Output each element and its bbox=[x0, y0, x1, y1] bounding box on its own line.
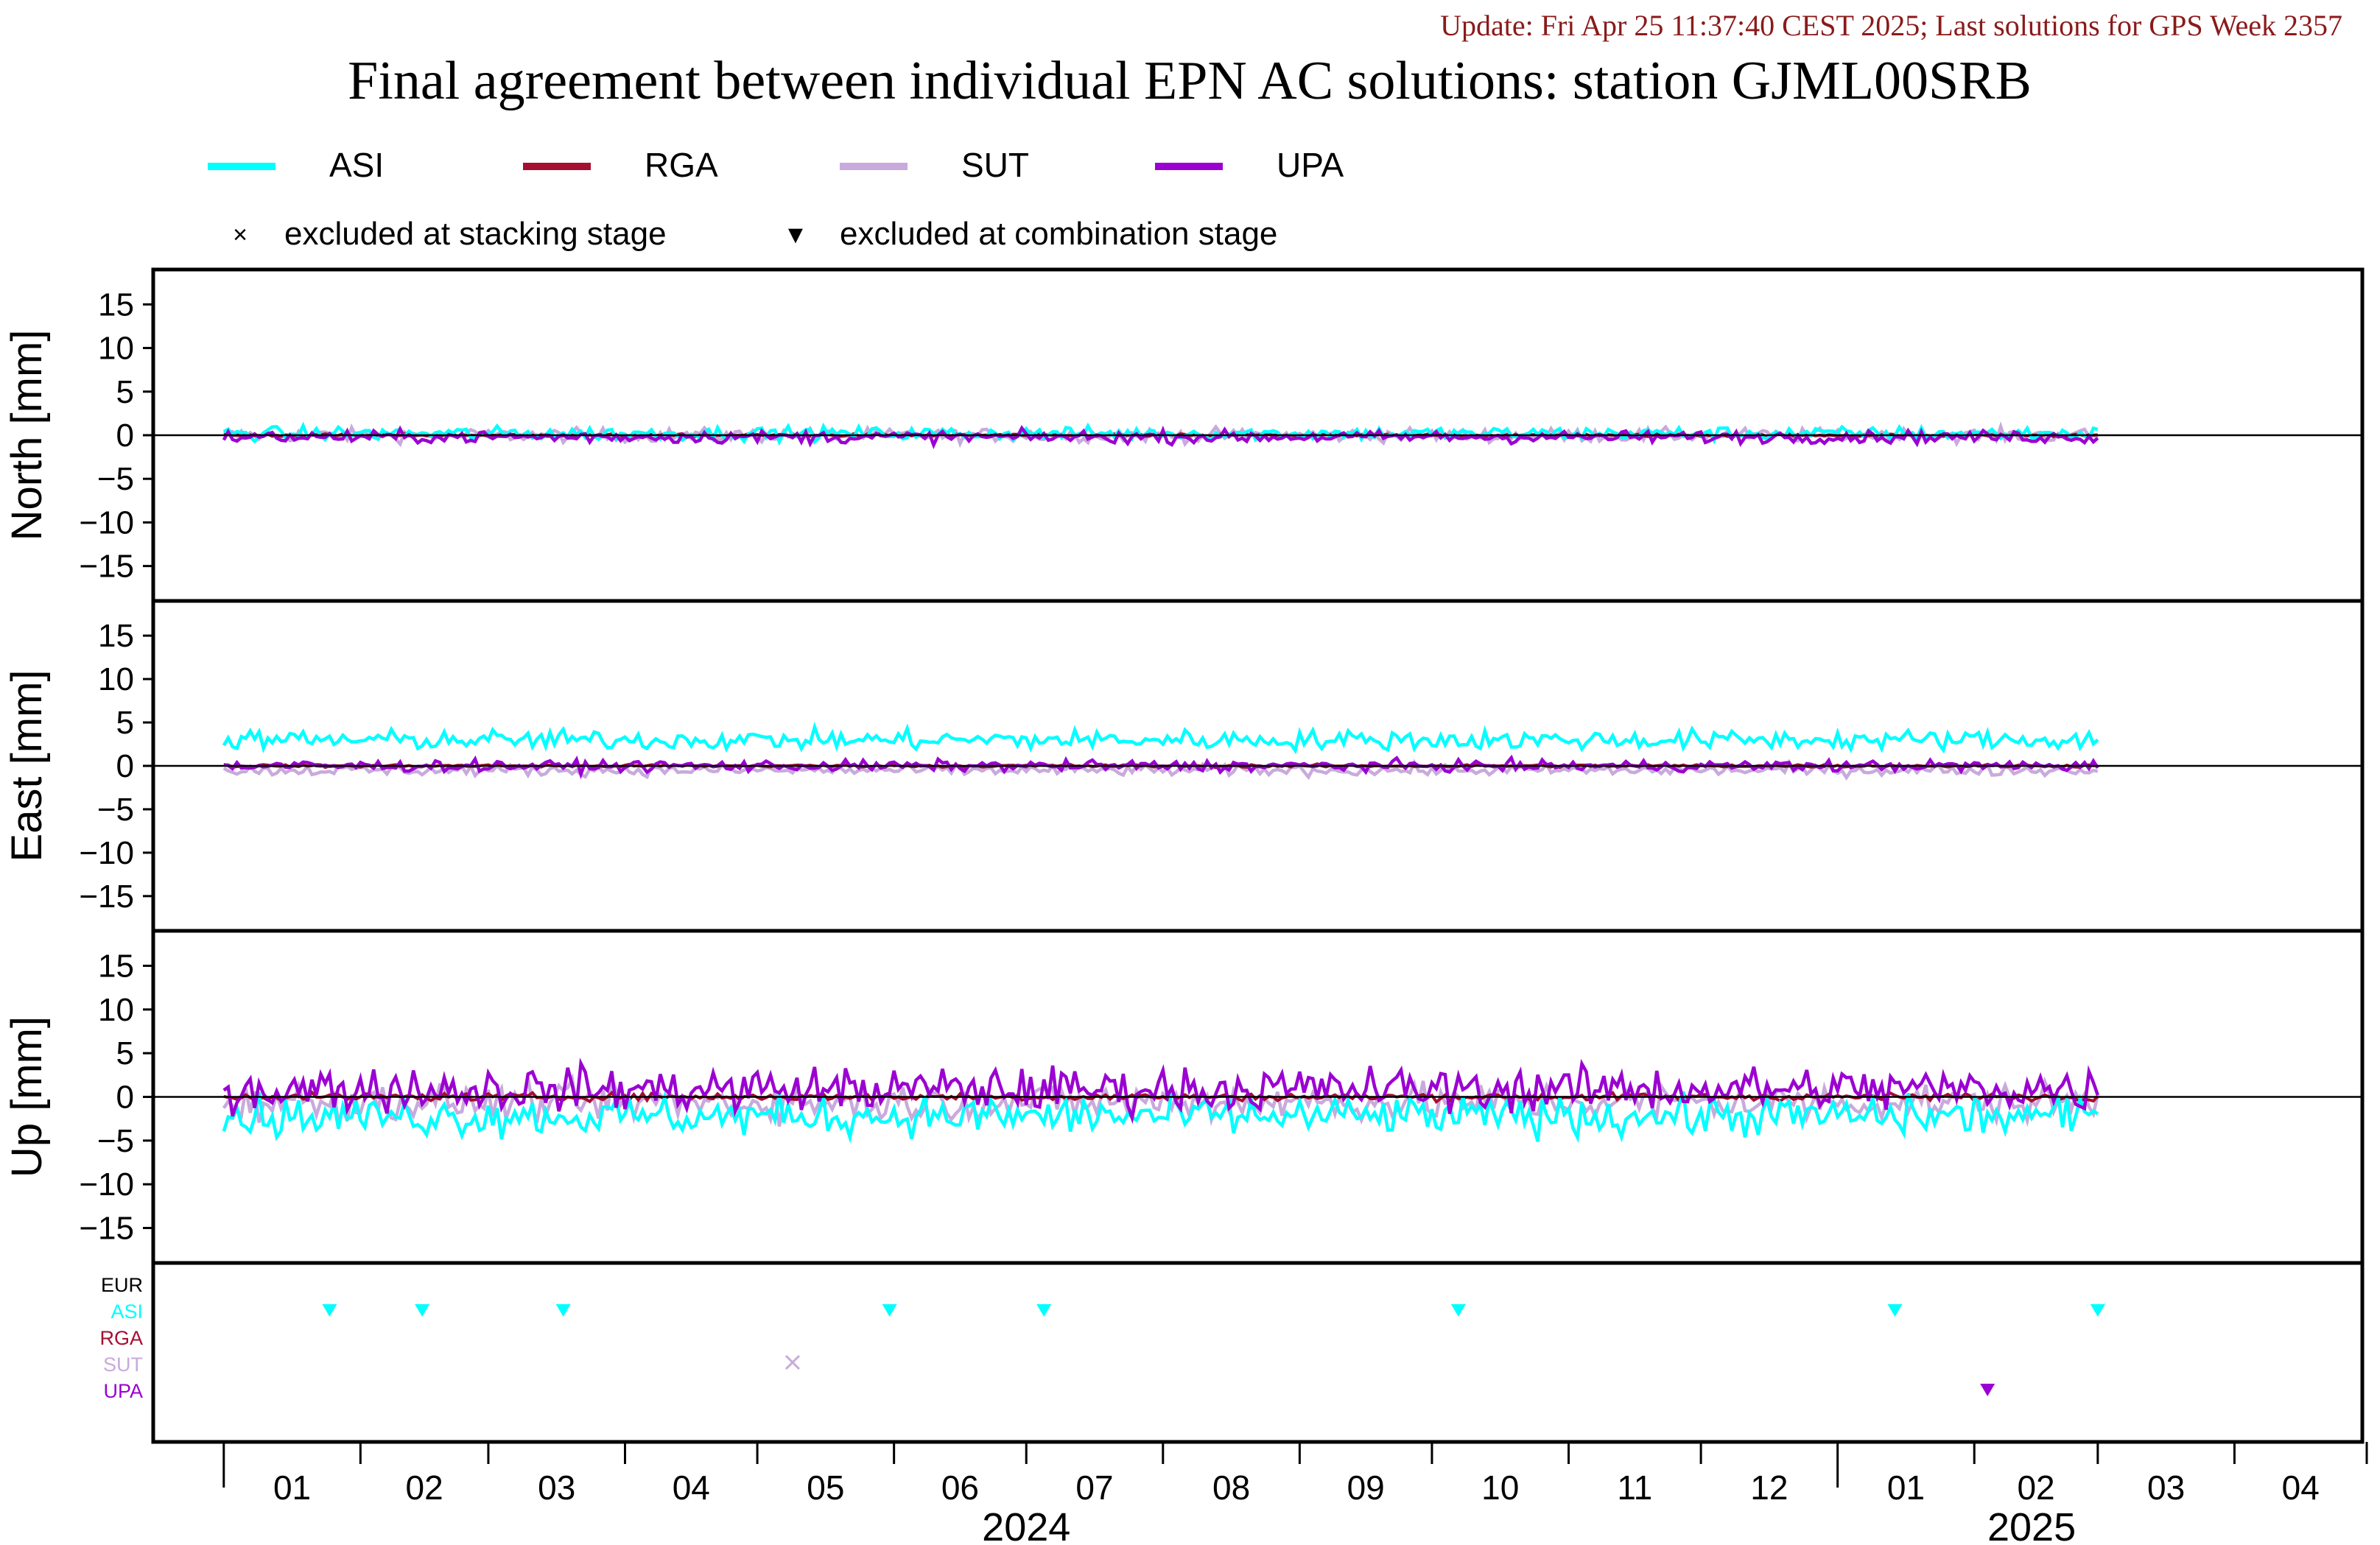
y-tick-label: −10 bbox=[79, 504, 134, 541]
panel-north: 15 10 5 0 −5 −10 −15 North [mm] bbox=[3, 267, 2365, 603]
legend-marker-symbol-0: × bbox=[233, 221, 248, 249]
y-tick-label: 15 bbox=[98, 286, 134, 323]
y-tick-label: −15 bbox=[79, 879, 134, 915]
series-upa-east bbox=[223, 754, 2099, 780]
month-label: 02 bbox=[406, 1468, 443, 1507]
month-label: 03 bbox=[538, 1468, 575, 1507]
combination-exclusion-marker bbox=[1036, 1304, 1052, 1317]
exclusion-row-label-upa: UPA bbox=[103, 1380, 143, 1402]
stacking-exclusion-marker bbox=[784, 1354, 801, 1370]
y-tick-label: −5 bbox=[97, 792, 134, 828]
month-label: 06 bbox=[941, 1468, 979, 1507]
exclusion-row-label-eur: EUR bbox=[101, 1274, 143, 1296]
y-tick-label: −15 bbox=[79, 549, 134, 585]
legend: ASI RGA SUT UPA × excluded at stacking stage ▼… bbox=[208, 146, 1344, 252]
y-tick-label: 10 bbox=[98, 992, 134, 1028]
y-tick-label: −10 bbox=[79, 835, 134, 871]
month-label: 02 bbox=[2017, 1468, 2054, 1507]
month-label: 05 bbox=[807, 1468, 844, 1507]
exclusion-row-label-sut: SUT bbox=[103, 1354, 143, 1376]
combination-exclusion-marker bbox=[555, 1304, 571, 1317]
y-axis-label: East [mm] bbox=[3, 669, 51, 862]
month-label: 01 bbox=[1887, 1468, 1925, 1507]
y-tick-label: −10 bbox=[79, 1166, 134, 1203]
combination-exclusion-marker bbox=[1980, 1384, 1995, 1396]
legend-marker-symbol-1: ▼ bbox=[783, 221, 808, 249]
panel-exclusions: EUR ASI RGA SUT UPA bbox=[99, 1261, 2365, 1444]
month-label: 03 bbox=[2147, 1468, 2185, 1507]
y-tick-label: 10 bbox=[98, 331, 134, 367]
legend-label-sut: SUT bbox=[961, 146, 1029, 184]
exclusion-row-label-rga: RGA bbox=[99, 1327, 143, 1349]
month-label: 12 bbox=[1750, 1468, 1788, 1507]
panels: 15 10 5 0 −5 −10 −15 North [mm] 15 10 5 0 −5 −10 −15 Ea… bbox=[3, 267, 2365, 1444]
y-tick-label: 0 bbox=[116, 1080, 134, 1116]
combination-exclusion-marker bbox=[415, 1304, 430, 1317]
y-tick-label: 5 bbox=[116, 374, 134, 410]
y-tick-label: −5 bbox=[97, 461, 134, 497]
month-label: 09 bbox=[1347, 1468, 1385, 1507]
y-tick-label: −5 bbox=[97, 1123, 134, 1159]
y-tick-label: 0 bbox=[116, 748, 134, 784]
exclusion-row-label-asi: ASI bbox=[110, 1301, 143, 1323]
series-asi-east bbox=[222, 721, 2099, 755]
series-upa-up bbox=[222, 1057, 2099, 1125]
series-asi-up bbox=[222, 1088, 2099, 1144]
month-label: 04 bbox=[673, 1468, 710, 1507]
legend-label-rga: RGA bbox=[645, 146, 718, 184]
y-tick-label: 15 bbox=[98, 618, 134, 654]
y-tick-label: 5 bbox=[116, 1035, 134, 1071]
combination-exclusion-marker bbox=[1450, 1304, 1466, 1317]
update-text: Update: Fri Apr 25 11:37:40 CEST 2025; L… bbox=[1440, 9, 2342, 42]
y-tick-label: 10 bbox=[98, 661, 134, 697]
combination-exclusion-marker bbox=[2090, 1304, 2105, 1317]
combination-exclusion-marker bbox=[322, 1304, 337, 1317]
legend-label-upa: UPA bbox=[1277, 146, 1344, 184]
combination-exclusion-marker bbox=[1887, 1304, 1903, 1317]
month-label: 04 bbox=[2282, 1468, 2320, 1507]
month-label: 11 bbox=[1617, 1468, 1652, 1507]
month-label: 01 bbox=[273, 1468, 311, 1507]
y-axis-label: Up [mm] bbox=[3, 1016, 51, 1178]
panel-frame bbox=[151, 1261, 2365, 1444]
panel-up: 15 10 5 0 −5 −10 −15 Up [mm] bbox=[3, 929, 2365, 1265]
month-label: 10 bbox=[1481, 1468, 1519, 1507]
year-label: 2024 bbox=[982, 1505, 1070, 1545]
panel-east: 15 10 5 0 −5 −10 −15 East [mm] bbox=[3, 599, 2365, 933]
y-tick-label: 15 bbox=[98, 948, 134, 984]
month-label: 07 bbox=[1075, 1468, 1113, 1507]
y-axis-label: North [mm] bbox=[3, 330, 51, 541]
year-label: 2025 bbox=[1987, 1505, 2076, 1545]
legend-marker-label-1: excluded at combination stage bbox=[840, 216, 1277, 252]
y-tick-label: 0 bbox=[116, 418, 134, 454]
chart-title: Final agreement between individual EPN A… bbox=[348, 51, 2032, 111]
y-tick-label: 5 bbox=[116, 705, 134, 741]
y-tick-label: −15 bbox=[79, 1211, 134, 1247]
legend-marker-label-0: excluded at stacking stage bbox=[284, 216, 667, 252]
x-axis: 01 02 03 04 05 06 07 08 09 10 11 12 01 02 03 04 2024 2025 bbox=[153, 1440, 2368, 1545]
combination-exclusion-marker bbox=[882, 1304, 897, 1317]
legend-label-asi: ASI bbox=[329, 146, 384, 184]
month-label: 08 bbox=[1212, 1468, 1250, 1507]
